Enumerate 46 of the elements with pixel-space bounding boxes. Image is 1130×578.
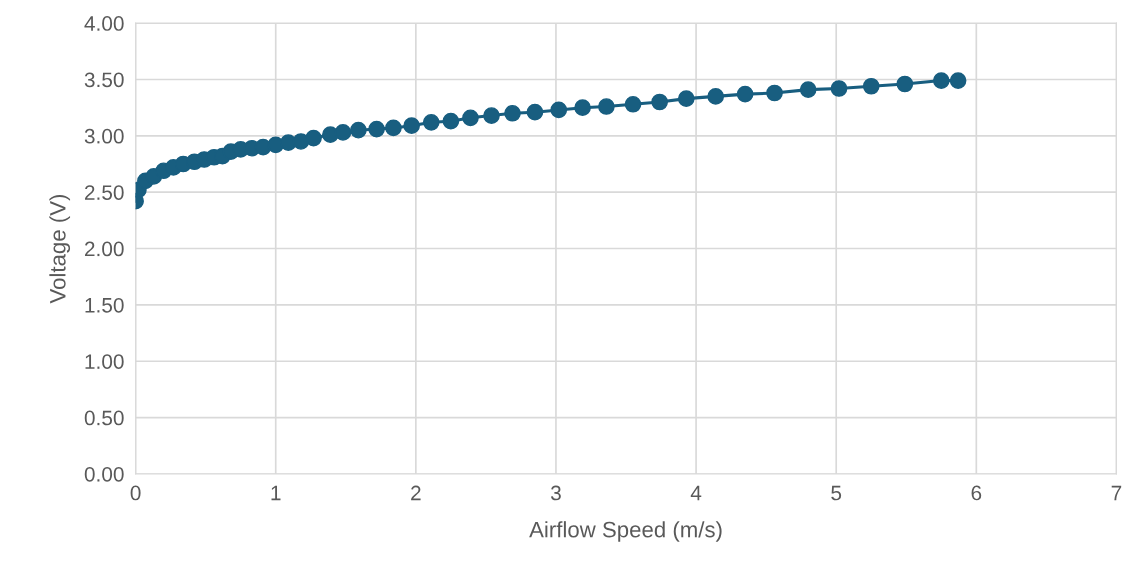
y-tick-label: 4.00	[84, 16, 124, 31]
point	[830, 80, 848, 97]
y-tick-label: 0.50	[84, 410, 124, 426]
x-tick-label: 7	[1111, 485, 1122, 501]
point	[932, 72, 950, 89]
x-tick-label: 2	[411, 485, 421, 501]
point	[862, 77, 880, 95]
point	[766, 84, 783, 102]
point	[949, 72, 967, 89]
point	[422, 113, 440, 131]
point	[677, 90, 695, 107]
point	[403, 117, 420, 135]
y-tick-label: 3.50	[84, 72, 124, 88]
point	[574, 99, 591, 116]
y-tick-label: 2.00	[84, 241, 124, 257]
x-axis-title: Airflow Speed (m/s)	[529, 521, 722, 542]
x-tick-label: 1	[271, 485, 281, 501]
point	[385, 119, 402, 137]
point	[799, 81, 817, 98]
y-tick-label: 3.00	[84, 128, 124, 144]
x-tick-label: 5	[831, 485, 842, 501]
point	[483, 107, 500, 124]
point	[526, 103, 544, 121]
point	[462, 109, 479, 127]
point	[896, 75, 914, 93]
point	[598, 98, 615, 115]
y-tick-label: 1.00	[85, 354, 124, 369]
point	[736, 85, 754, 103]
point	[504, 104, 521, 122]
x-tick-label: 6	[971, 485, 982, 501]
y-tick-label: 0.00	[84, 466, 124, 482]
point	[305, 129, 322, 147]
x-tick-label: 4	[690, 485, 702, 501]
point	[368, 120, 385, 138]
point	[651, 93, 668, 111]
point	[707, 88, 725, 105]
point	[350, 121, 367, 139]
point	[550, 101, 568, 119]
y-tick-label: 2.50	[84, 185, 124, 200]
y-tick-label: 1.50	[85, 297, 124, 313]
y-axis-title: Voltage (V)	[49, 194, 71, 304]
point	[334, 124, 352, 141]
x-tick-label: 0	[130, 485, 141, 501]
point	[624, 95, 642, 113]
x-tick-label: 3	[550, 485, 561, 501]
point	[442, 112, 460, 130]
